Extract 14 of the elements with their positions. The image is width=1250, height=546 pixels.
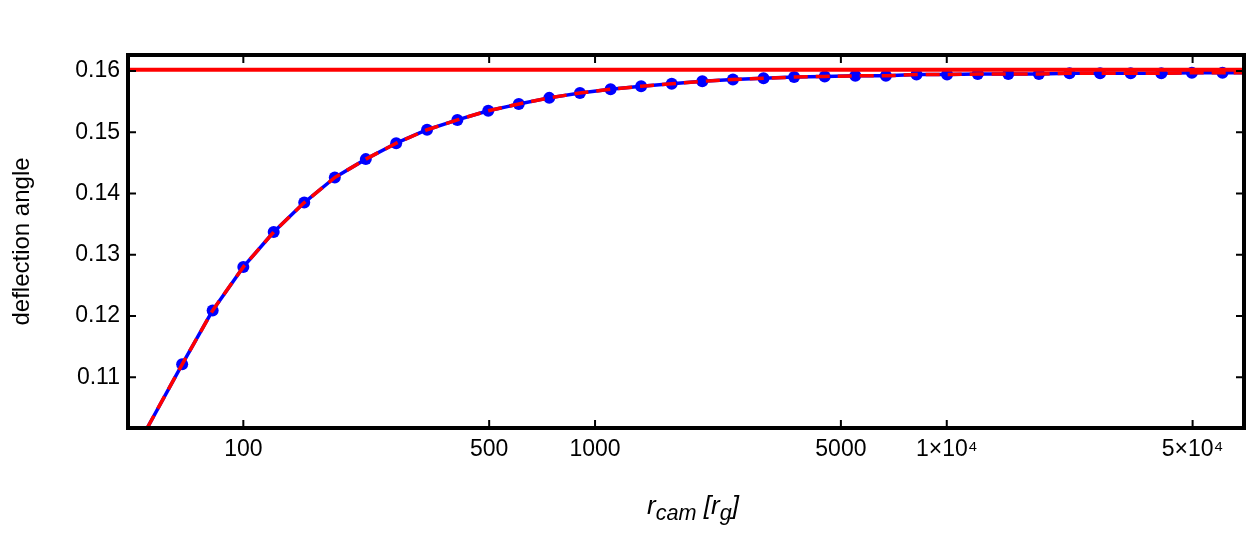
x-tick-label: 500 <box>469 435 509 462</box>
x-tick-label: 1×10⁴ <box>915 435 978 462</box>
x-tick-label: 100 <box>224 435 263 462</box>
x-tick-label: 1000 <box>569 435 621 462</box>
y-tick-label: 0.12 <box>75 301 120 328</box>
y-axis-title: deflection angle <box>7 157 35 326</box>
y-tick-label: 0.13 <box>75 240 120 267</box>
y-tick-label: 0.14 <box>75 178 121 205</box>
x-tick-label: 5×10⁴ <box>1161 435 1224 462</box>
x-axis-title: r$_{cam}$ [r$_{g}$] <box>646 490 741 527</box>
y-tick-label: 0.16 <box>75 56 120 83</box>
x-tick-label: 5000 <box>815 435 867 462</box>
y-tick-label: 0.15 <box>75 117 120 144</box>
y-tick-label: 0.11 <box>76 362 120 389</box>
